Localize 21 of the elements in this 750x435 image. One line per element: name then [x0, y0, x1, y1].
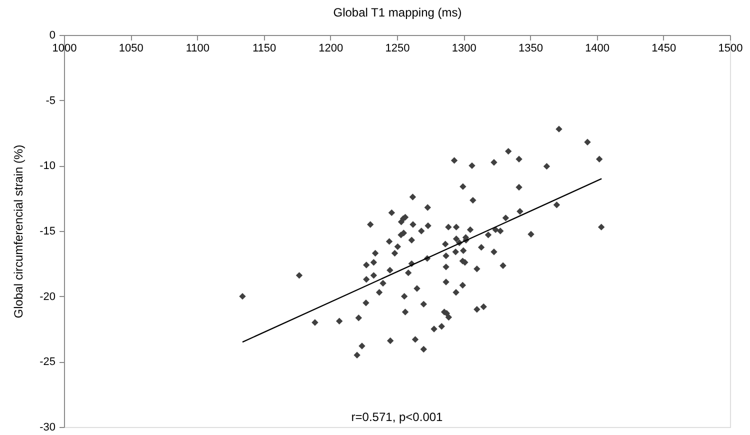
y-tick-label: -15	[40, 226, 56, 238]
y-tick-label: -5	[46, 94, 56, 107]
y-tick-label: -30	[40, 422, 56, 434]
x-tick-label: 1200	[318, 42, 344, 54]
x-tick-label: 1100	[186, 42, 210, 54]
x-tick-label: 1300	[452, 42, 476, 54]
x-tick-label: 1450	[652, 42, 676, 54]
x-tick-label: 1500	[718, 42, 743, 54]
y-tick-label: -20	[40, 290, 56, 303]
y-tick-label: 0	[49, 30, 56, 42]
x-axis-title: Global T1 mapping (ms)	[333, 6, 462, 20]
y-axis-title: Global circumferencial strain (%)	[12, 144, 26, 318]
x-tick-label: 1050	[118, 42, 144, 54]
x-tick-label: 1400	[585, 42, 610, 54]
x-tick-label: 1150	[252, 42, 276, 54]
x-tick-label: 1250	[385, 42, 410, 54]
x-tick-label: 1000	[52, 42, 77, 54]
y-tick-label: -25	[40, 356, 56, 368]
y-tick-label: -10	[40, 160, 56, 172]
annotation: r=0.571, p<0.001	[351, 410, 444, 424]
x-tick-label: 1350	[518, 42, 543, 54]
